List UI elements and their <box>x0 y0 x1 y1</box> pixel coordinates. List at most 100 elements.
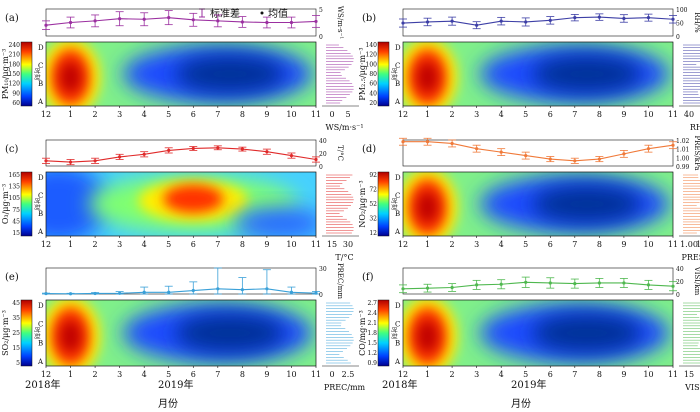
profile-tick: 1.02 <box>696 240 700 249</box>
top-tick-label: 40 <box>319 138 327 145</box>
mean-point <box>646 16 651 20</box>
colorbar-tick: 25 <box>12 330 20 337</box>
heatmap-frame <box>45 171 317 237</box>
month-label: 12 <box>398 110 408 119</box>
month-label: 5 <box>523 240 528 249</box>
month-label: 3 <box>474 110 479 119</box>
colorbar-tick: 120 <box>9 81 21 88</box>
profile-tick: 1.00 <box>680 240 698 249</box>
heatmap <box>403 300 673 366</box>
mean-point <box>289 290 294 294</box>
colorbar-title: 时刻 <box>390 198 398 210</box>
mean-point <box>191 288 195 293</box>
colorbar <box>377 171 390 237</box>
colorbar-tick: 100 <box>366 61 378 68</box>
mean-point <box>44 23 48 27</box>
month-label: 9 <box>621 370 626 379</box>
heatmap-blob <box>416 191 439 224</box>
hour-label: C <box>395 321 400 329</box>
year-2019-left: 2019年 <box>158 378 193 391</box>
heatmap-frame <box>402 171 674 237</box>
month-label: 1 <box>425 240 430 249</box>
mean-point <box>548 157 552 161</box>
heatmap <box>403 42 673 106</box>
mean-point <box>265 287 269 291</box>
colorbar-tick: 15 <box>12 345 20 352</box>
mean-point <box>44 159 48 163</box>
month-axis-label-left: 月份 <box>158 398 178 410</box>
profile-tick: 40 <box>684 110 694 119</box>
colorbar-tick: 92 <box>369 172 377 179</box>
month-label: 9 <box>264 110 269 119</box>
heatmap-blob <box>59 61 82 94</box>
top-tick-label: 0 <box>319 34 323 41</box>
mean-point <box>524 280 528 284</box>
mean-point <box>524 20 528 24</box>
heatmap-blob <box>46 172 109 236</box>
month-label: 11 <box>668 370 678 379</box>
heatmap-blob <box>175 54 286 94</box>
pollutant-label: SO₂/μg·m⁻³ <box>1 310 10 356</box>
mean-point <box>646 147 651 151</box>
colorbar <box>20 299 33 367</box>
colorbar-tick: 240 <box>9 42 21 49</box>
month-label: 9 <box>621 110 626 119</box>
top-plot-line <box>45 147 317 163</box>
month-label: 12 <box>398 370 408 379</box>
top-tick-label: 1.01 <box>676 147 689 154</box>
hour-label: D <box>38 302 44 310</box>
hour-label: B <box>38 80 43 88</box>
colorbar-tick: 0.9 <box>367 360 377 367</box>
profile-axis-label: VISI/km <box>684 383 700 392</box>
year-2019-right: 2019年 <box>511 378 546 391</box>
top-tick-label: 5 <box>319 7 323 14</box>
month-label: 7 <box>215 370 220 379</box>
month-label: 7 <box>572 110 577 119</box>
month-label: 12 <box>41 240 51 249</box>
panel-label: (d) <box>362 144 376 155</box>
month-label: 2 <box>93 240 98 249</box>
top-tick-label: 0.99 <box>676 164 690 171</box>
heatmap-blob <box>532 54 643 94</box>
mean-point <box>499 150 503 154</box>
colorbar-tick: 32 <box>369 216 377 223</box>
month-label: 2 <box>450 240 455 249</box>
colorbar-tick: 1.2 <box>367 350 377 357</box>
month-label: 3 <box>474 370 479 379</box>
hour-label: B <box>395 339 400 347</box>
top-tick-label: 0 <box>676 292 680 299</box>
mean-point <box>548 281 552 285</box>
mean-point <box>425 286 430 290</box>
mean-point <box>573 16 577 20</box>
mean-point <box>622 16 626 21</box>
month-label: 2 <box>93 110 98 119</box>
top-tick-label: 0 <box>676 34 680 41</box>
month-label: 5 <box>523 110 528 119</box>
year-2018-left: 2018年 <box>25 378 60 391</box>
month-label: 9 <box>621 240 626 249</box>
mean-point <box>167 148 171 152</box>
month-label: 9 <box>264 370 269 379</box>
heatmap <box>46 300 316 366</box>
heatmap-blob <box>234 207 316 236</box>
mean-point <box>289 154 294 158</box>
colorbar-tick: 2.4 <box>367 310 377 317</box>
top-plot-line <box>402 281 674 290</box>
pollutant-label: NO₂/μg·m⁻³ <box>358 180 367 227</box>
mean-point <box>646 283 651 287</box>
month-label: 7 <box>572 240 577 249</box>
panel-label: (c) <box>5 144 19 155</box>
legend-mean-marker <box>260 11 264 15</box>
hour-label: A <box>37 98 44 106</box>
mean-point <box>68 292 73 296</box>
profile-tick: 0 <box>329 370 334 379</box>
hour-label: A <box>394 98 401 106</box>
month-label: 3 <box>117 370 122 379</box>
colorbar <box>20 171 33 237</box>
month-label: 3 <box>474 240 479 249</box>
year-2018-right: 2018年 <box>382 378 417 391</box>
month-label: 1 <box>68 370 73 379</box>
